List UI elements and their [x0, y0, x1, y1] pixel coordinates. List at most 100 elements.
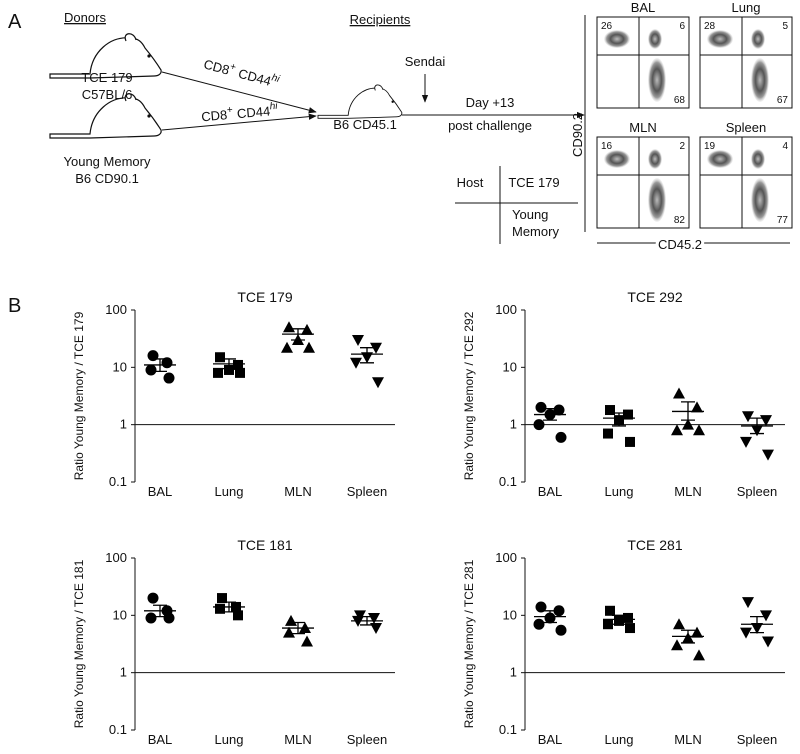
cell-population	[707, 30, 733, 48]
flow-plot	[699, 16, 793, 109]
data-point	[742, 597, 754, 609]
y-tick-label: 10	[113, 607, 127, 622]
quadrant-value: 67	[777, 95, 789, 106]
x-tick-label: Lung	[605, 484, 634, 499]
y-axis-label: Ratio Young Memory / TCE 179	[72, 311, 86, 480]
data-point	[603, 619, 613, 630]
data-point	[555, 624, 567, 636]
arrow-label-text: CD44	[236, 103, 270, 121]
data-point	[691, 401, 703, 413]
data-point	[281, 341, 293, 353]
flow-title: BAL	[631, 0, 656, 15]
data-point	[691, 626, 703, 638]
data-point	[673, 618, 685, 630]
y-tick-label: 100	[105, 302, 127, 317]
quadrant-value: 16	[601, 141, 613, 152]
key-donor: TCE 179	[508, 175, 559, 190]
data-point	[693, 649, 705, 661]
chart-title: TCE 181	[237, 537, 292, 553]
x-tick-label: Spleen	[737, 732, 777, 747]
x-tick-label: MLN	[284, 484, 311, 499]
error-bar	[681, 401, 695, 421]
quadrant-value: 4	[782, 141, 788, 152]
data-point	[740, 627, 752, 639]
panel-label: B	[8, 295, 21, 317]
data-point	[742, 411, 754, 423]
x-tick-label: Lung	[215, 732, 244, 747]
data-point	[303, 341, 315, 353]
y-tick-label: 0.1	[109, 722, 127, 737]
x-tick-label: Spleen	[347, 732, 387, 747]
data-point	[224, 364, 234, 375]
cell-population	[604, 150, 630, 168]
error-bar	[153, 604, 167, 618]
arrow-label-sup: hi	[270, 72, 281, 85]
error-bar	[612, 412, 626, 427]
data-point	[762, 449, 774, 461]
error-bar	[750, 417, 764, 435]
donor-label: C57BL/6	[82, 87, 133, 102]
data-point	[163, 612, 175, 624]
cell-population	[751, 149, 765, 169]
data-point	[553, 605, 565, 617]
y-tick-label: 1	[510, 665, 517, 680]
y-tick-label: 1	[120, 417, 127, 432]
x-tick-label: BAL	[148, 484, 173, 499]
y-tick-label: 10	[113, 359, 127, 374]
transfer-arrow	[161, 113, 317, 131]
y-tick-label: 1	[120, 665, 127, 680]
challenge-label: Sendai	[405, 54, 446, 69]
key-host: Host	[457, 175, 484, 190]
recipients-heading: Recipients	[350, 12, 411, 27]
cell-population	[604, 30, 630, 48]
error-bar	[612, 614, 626, 625]
flow-title: Lung	[732, 0, 761, 15]
quadrant-value: 2	[679, 141, 685, 152]
data-point	[213, 367, 223, 378]
data-point	[233, 359, 243, 370]
x-tick-label: Lung	[215, 484, 244, 499]
x-tick-label: Lung	[605, 732, 634, 747]
error-bar	[681, 629, 695, 644]
arrow-label-text: CD44	[237, 66, 273, 89]
chart-title: TCE 292	[627, 289, 682, 305]
key-young: Memory	[512, 224, 559, 239]
transfer-arrow	[161, 71, 317, 114]
donor-label: Young Memory	[64, 154, 151, 169]
data-point	[671, 639, 683, 651]
flow-title: MLN	[629, 120, 656, 135]
data-point	[682, 418, 694, 430]
data-point	[762, 636, 774, 648]
cell-population	[707, 150, 733, 168]
recipient-mouse	[317, 84, 403, 119]
data-point	[623, 612, 633, 623]
error-bar	[360, 615, 374, 626]
cell-population	[751, 29, 765, 49]
quadrant-value: 19	[704, 141, 716, 152]
x-tick-label: BAL	[538, 484, 563, 499]
cell-population	[648, 29, 662, 49]
data-point	[760, 610, 772, 622]
data-point	[673, 387, 685, 399]
y-axis-label: Ratio Young Memory / TCE 181	[72, 559, 86, 728]
panel-label: A	[8, 11, 22, 33]
data-point	[354, 610, 366, 622]
y-tick-label: 0.1	[109, 474, 127, 489]
data-point	[147, 592, 159, 604]
quadrant-value: 5	[782, 21, 788, 32]
donor-label: B6 CD90.1	[75, 171, 139, 186]
arrow-label-sup: +	[229, 61, 238, 73]
cell-population	[648, 178, 666, 222]
error-bar	[222, 358, 236, 370]
arrow-label-sup: +	[226, 105, 233, 116]
error-bar	[750, 615, 764, 634]
y-tick-label: 10	[503, 607, 517, 622]
arrow-label-sup: hi	[269, 101, 278, 113]
arrow-label-text: CD8	[202, 56, 231, 77]
data-point	[553, 404, 565, 416]
flow-x-label: CD45.2	[658, 237, 702, 252]
error-bar	[543, 408, 557, 421]
quadrant-value: 28	[704, 21, 716, 32]
data-point	[603, 428, 613, 439]
y-tick-label: 0.1	[499, 722, 517, 737]
